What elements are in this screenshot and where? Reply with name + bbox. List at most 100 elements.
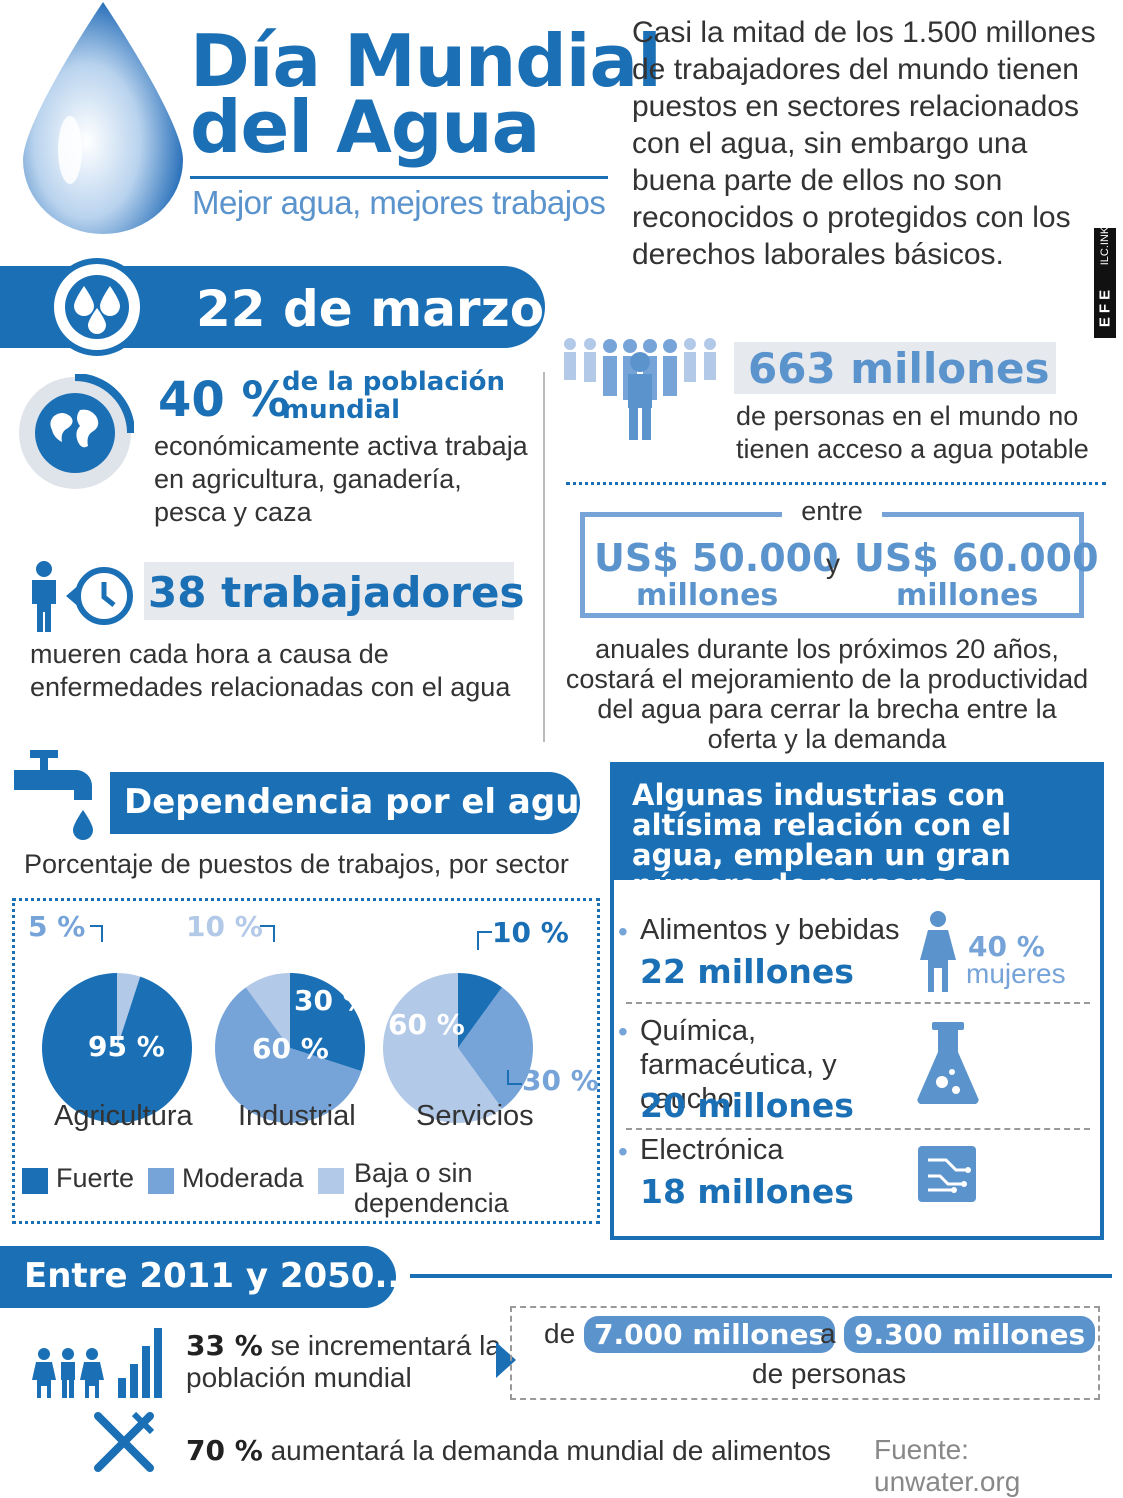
bullet: •: [618, 916, 628, 947]
industry-sep-1: [626, 1002, 1090, 1004]
legend-label-moderate: Moderada: [182, 1163, 304, 1193]
population-text: económicamente activa trabaja en agricul…: [154, 431, 528, 527]
pie-slice-2-baja: [383, 973, 503, 1123]
population-pct: 40 %: [158, 372, 290, 428]
food-text: aumentará la demanda mundial de alimento…: [270, 1435, 831, 1466]
women-label: mujeres: [966, 958, 1066, 989]
crowd-icon: [564, 338, 716, 440]
bullet: •: [618, 1136, 628, 1167]
industries-header: [610, 762, 1104, 880]
arrow-icon: [496, 1342, 516, 1378]
title-line1: Día Mundial: [190, 19, 662, 103]
to-word: a: [820, 1318, 836, 1349]
people-text: de personas en el mundo no tienen acceso…: [736, 401, 1089, 464]
label-agri-5: 5 %: [28, 910, 86, 943]
legend-swatch-strong: [22, 1168, 48, 1194]
credit-left: EFE: [1096, 285, 1114, 328]
pie-slice-1-baja: [245, 973, 290, 1048]
legend-swatch-low: [318, 1168, 344, 1194]
industry-value-chem: 20 millones: [640, 1086, 854, 1125]
cost-unit-2: millones: [896, 578, 1039, 613]
clock-back-icon: [66, 567, 133, 625]
workers-box: [144, 562, 514, 620]
industry-value-food: 22 millones: [640, 952, 854, 991]
label-ind-30: 30 %: [294, 984, 371, 1017]
cost-value-2: US$ 60.000: [854, 536, 1099, 580]
leader-serv-30: [507, 1070, 522, 1085]
industry-sep-2: [626, 1128, 1090, 1130]
pie-panel: [12, 898, 600, 1224]
workers-value: 38 trabajadores: [148, 568, 525, 617]
from-word: de: [544, 1318, 576, 1349]
pie-slice-0-baja: [117, 973, 141, 1048]
future-title: Entre 2011 y 2050...: [24, 1256, 414, 1296]
pie-charts: [41, 973, 533, 1123]
credit-tag: EFE ILC.INK: [1094, 227, 1116, 338]
future-rule: [410, 1274, 1112, 1278]
pop-range-box: [510, 1306, 1100, 1400]
circuit-icon: [918, 1146, 976, 1202]
pie-slice-1-moderada: [214, 987, 362, 1123]
label-ind-60: 60 %: [252, 1032, 329, 1065]
water-drop-illustration: [23, 2, 183, 234]
leader-agri-5: [90, 925, 103, 942]
industry-name-food: Alimentos y bebidas: [640, 914, 900, 946]
industries-title: Algunas industrias con altísima relación…: [632, 778, 1012, 902]
population-label-1: de la población: [282, 367, 506, 397]
family-growth-icon: [32, 1328, 162, 1398]
pop-text: se incrementará la población mundial: [186, 1330, 501, 1393]
industry-name-electronics: Electrónica: [640, 1134, 784, 1166]
dependence-title: Dependencia por el agua: [124, 782, 603, 822]
dotted-divider: [566, 482, 1106, 485]
people-value: 663 millones: [748, 344, 1050, 393]
flask-icon: [917, 1022, 979, 1104]
people-word: de personas: [752, 1358, 907, 1389]
industry-value-electronics: 18 millones: [640, 1172, 854, 1211]
woman-icon: [920, 911, 956, 992]
label-serv-30: 30 %: [522, 1064, 599, 1097]
pie-name-serv: Servicios: [416, 1100, 534, 1132]
workers-text: mueren cada hora a causa de enfermedades…: [30, 639, 511, 702]
industry-name-chem: Química, farmacéutica, y caucho: [640, 1015, 837, 1115]
leader-ind-10: [260, 925, 275, 942]
population-label-2: mundial: [282, 395, 401, 425]
title-divider: [190, 176, 608, 179]
cost-connector: y: [826, 548, 840, 579]
intro-text: Casi la mitad de los 1.500 millones de t…: [632, 16, 1096, 271]
from-value: 7.000 millones: [584, 1316, 836, 1353]
faucet-icon: [0, 748, 110, 848]
pie-slice-2-fuerte: [458, 973, 503, 1048]
label-ind-10: 10 %: [186, 910, 263, 943]
date-icon-circle: [48, 258, 146, 356]
legend-swatch-moderate: [148, 1168, 174, 1194]
pie-slice-0-fuerte: [41, 973, 192, 1123]
bullet: •: [618, 1016, 628, 1047]
pie-slice-2-moderada: [458, 987, 533, 1109]
to-value: 9.300 millones: [844, 1316, 1096, 1353]
pie-name-ind: Industrial: [238, 1100, 356, 1132]
title-line2: del Agua: [190, 85, 540, 169]
cost-value-1: US$ 50.000: [594, 536, 839, 580]
legend-label-low: Baja o sin dependencia: [354, 1158, 509, 1218]
label-serv-60: 60 %: [388, 1008, 465, 1041]
cost-text: anuales durante los próximos 20 años, co…: [565, 634, 1089, 754]
cost-unit-1: millones: [636, 578, 779, 613]
pop-stat: 33 % se incrementará la población mundia…: [186, 1330, 506, 1394]
cutlery-icon: [94, 1411, 155, 1472]
legend-label-strong: Fuerte: [56, 1163, 135, 1193]
worker-icon: [32, 561, 56, 632]
water-drops-icon: [65, 275, 129, 339]
label-agri-95: 95 %: [88, 1030, 165, 1063]
dependence-subtitle: Porcentaje de puestos de trabajos, por s…: [24, 849, 569, 879]
women-pct: 40 %: [968, 930, 1045, 963]
date-label: 22 de marzo: [196, 280, 545, 338]
food-pct: 70 %: [186, 1434, 263, 1467]
page-title: Día Mundial del Agua: [190, 19, 662, 169]
pie-slice-1-fuerte: [290, 973, 365, 1072]
food-stat: 70 % aumentará la demanda mundial de ali…: [186, 1434, 831, 1467]
future-band: [0, 1246, 396, 1308]
label-serv-10: 10 %: [492, 916, 569, 949]
pie-name-agri: Agricultura: [54, 1100, 193, 1132]
pop-pct: 33 %: [186, 1329, 263, 1362]
column-divider: [543, 372, 545, 742]
